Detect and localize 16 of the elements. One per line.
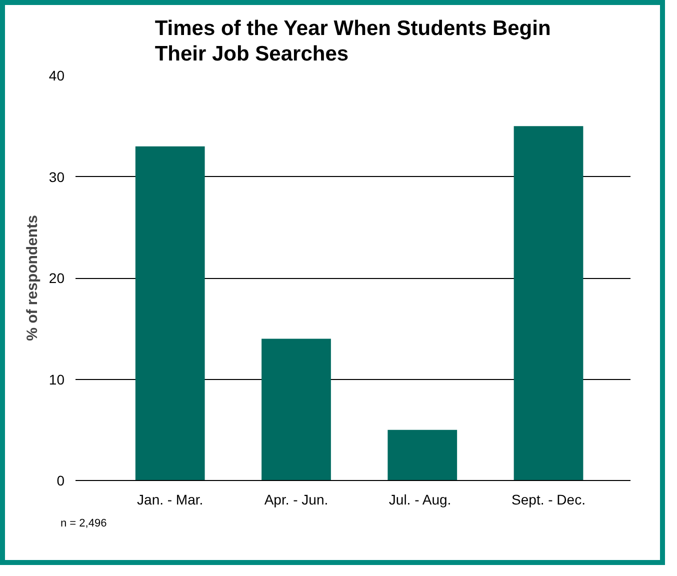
x-tick-label: Apr. - Jun. [264, 492, 328, 508]
bar [135, 146, 205, 480]
text: n = 2,496 [60, 518, 107, 530]
bar [514, 126, 584, 480]
bar [262, 338, 331, 480]
bar [388, 430, 458, 480]
y-axis-title: % of respondents [24, 215, 41, 341]
y-tick-label: 0 [56, 472, 65, 488]
y-tick-label: 40 [48, 68, 65, 84]
x-tick-label: Jul. - Aug. [388, 492, 452, 508]
x-tick-label: Jan. - Mar. [137, 492, 204, 508]
x-tick-label: Sept. - Dec. [512, 492, 586, 508]
y-tick-label: 30 [48, 168, 65, 185]
y-tick-label: 10 [48, 371, 65, 388]
y-tick-label: 20 [48, 270, 65, 286]
chart-title: Times of the Year When Students Begin Their Job Searches [154, 17, 551, 66]
